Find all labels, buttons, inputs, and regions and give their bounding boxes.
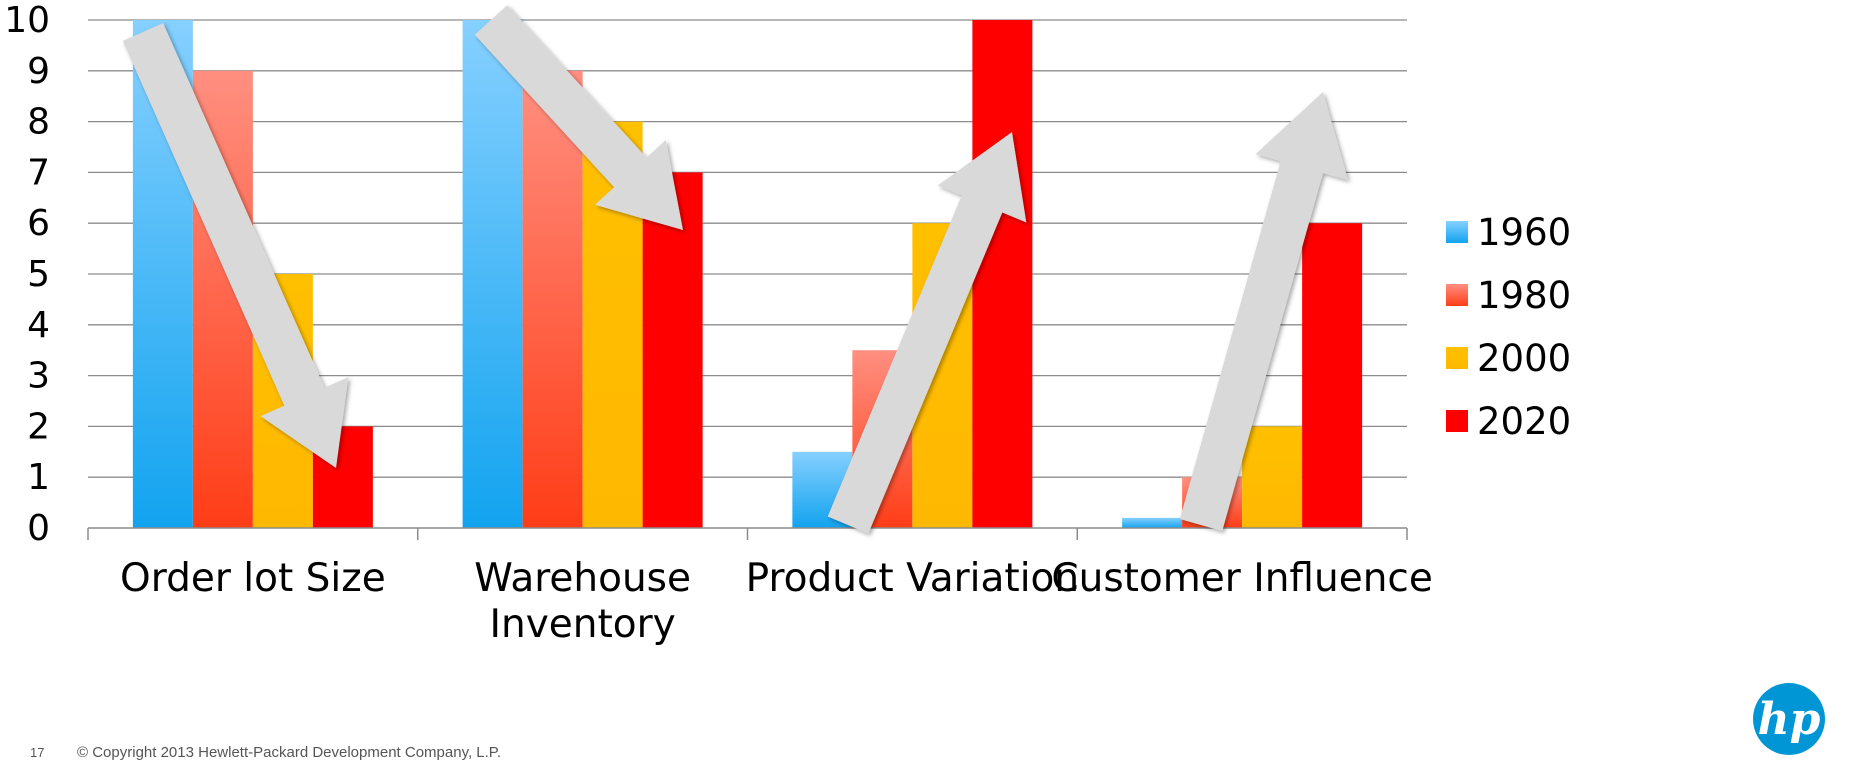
y-tick-label: 5 — [27, 254, 50, 295]
slide-number: 17 — [30, 745, 44, 760]
legend-label: 1960 — [1477, 211, 1571, 254]
y-tick-label: 1 — [27, 457, 50, 498]
trend-arrow-up — [827, 132, 1027, 534]
x-category-label: Warehouse Inventory — [474, 556, 691, 647]
bar-2020 — [642, 172, 703, 528]
y-tick-label: 3 — [27, 356, 50, 397]
legend-swatch — [1446, 347, 1468, 369]
legend-swatch — [1446, 221, 1468, 243]
x-category-label: Customer Influence — [1051, 556, 1433, 601]
y-tick-label: 2 — [27, 406, 50, 447]
bar-2000 — [1242, 426, 1303, 528]
y-tick-label: 0 — [27, 508, 50, 549]
trend-arrow-down — [474, 5, 683, 231]
x-category-label: Order lot Size — [120, 556, 386, 601]
copyright-text: © Copyright 2013 Hewlett-Packard Develop… — [77, 744, 501, 761]
trend-arrow-down — [122, 23, 349, 468]
axes: 0 1 2 3 4 5 6 7 8 9 10 Order lot Size Warehouse Inven… — [4, 0, 1433, 647]
trend-arrow-up — [1179, 92, 1348, 531]
x-category-label: Product Variation — [746, 556, 1080, 601]
y-tick-label: 4 — [27, 305, 50, 346]
y-tick-label: 10 — [4, 0, 50, 41]
bar-2020 — [1302, 223, 1363, 528]
y-tick-label: 9 — [27, 51, 50, 92]
y-tick-label: 6 — [27, 203, 50, 244]
bar-1960 — [1122, 517, 1183, 528]
bar-2020 — [972, 20, 1033, 528]
bar-1980 — [522, 70, 583, 529]
legend-label: 2000 — [1477, 337, 1571, 380]
y-tick-label: 8 — [27, 102, 50, 143]
legend-label: 1980 — [1477, 274, 1571, 317]
hp-logo-text: hp — [1758, 694, 1821, 745]
hp-logo-circle — [1753, 683, 1825, 755]
legend: 1960 1980 2000 2020 — [1446, 211, 1571, 443]
y-tick-label: 7 — [27, 152, 50, 193]
trend-arrows — [122, 5, 1348, 534]
hp-logo: hp — [1753, 683, 1825, 755]
footer: 17 © Copyright 2013 Hewlett-Packard Deve… — [30, 744, 501, 761]
legend-swatch — [1446, 284, 1468, 306]
legend-label: 2020 — [1477, 400, 1571, 443]
legend-swatch — [1446, 410, 1468, 432]
bar-1960 — [462, 20, 523, 528]
